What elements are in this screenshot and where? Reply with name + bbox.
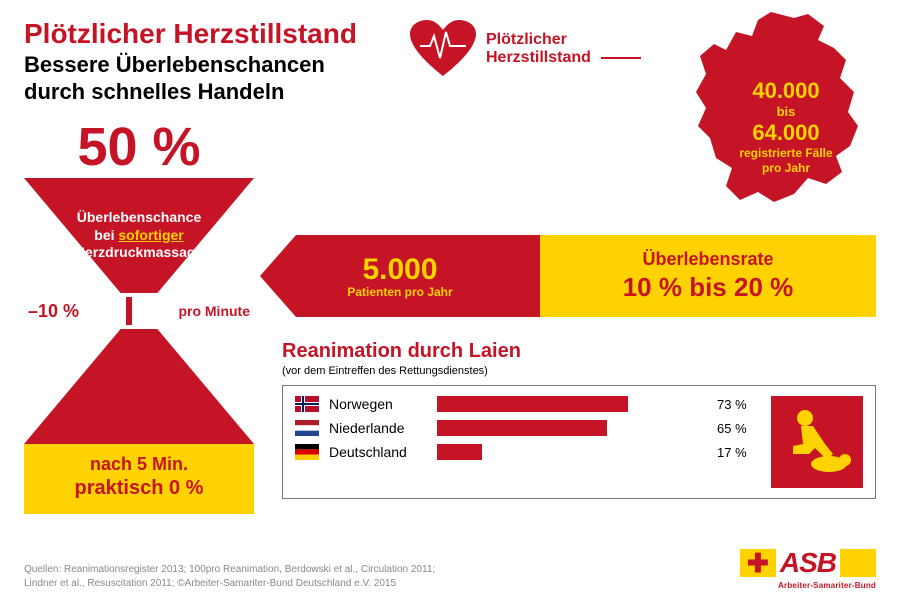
- hg-bot-l1: nach 5 Min.: [24, 454, 254, 476]
- hg-mid-right: pro Minute: [178, 303, 250, 319]
- band-right-value: 10 % bis 20 %: [623, 272, 794, 303]
- hg-top-l2: bei sofortiger: [94, 227, 183, 245]
- bar-pct: 17 %: [717, 445, 755, 460]
- heart-icon: [410, 20, 476, 78]
- map-num2: 64.000: [716, 120, 856, 146]
- country-name: Niederlande: [329, 420, 427, 436]
- map-l2: pro Jahr: [762, 161, 810, 175]
- chart-bars: Norwegen 73 % Niederlande 65 % Deutschland 17…: [295, 396, 755, 488]
- logo-bar: [840, 549, 876, 577]
- country-name: Norwegen: [329, 396, 427, 412]
- hg-top-l1: Überlebenschance: [77, 209, 202, 227]
- flag-icon: [295, 396, 319, 412]
- pct-50: 50 %: [24, 116, 254, 178]
- heart-label-l2: Herzstillstand: [486, 49, 591, 66]
- heart-label-l1: Plötzlicher: [486, 31, 567, 48]
- bar-track: [437, 420, 699, 436]
- sources: Quellen: Reanimationsregister 2013; 100p…: [24, 563, 435, 590]
- map-bis: bis: [716, 104, 856, 120]
- logo-text: ASB: [780, 547, 836, 579]
- hourglass-bottom: [24, 329, 254, 444]
- asb-logo: ✚ ASB Arbeiter-Samariter-Bund: [740, 547, 876, 590]
- bar-track: [437, 396, 699, 412]
- country-name: Deutschland: [329, 444, 427, 460]
- survival-band: 5.000 Patienten pro Jahr Überlebensrate …: [260, 235, 876, 317]
- band-number: 5.000: [362, 253, 437, 287]
- heart-label: Plötzlicher Herzstillstand: [486, 31, 641, 66]
- band-right-title: Überlebensrate: [642, 249, 773, 270]
- title-line1: Plötzlicher Herzstillstand: [24, 18, 357, 50]
- map-num1: 40.000: [716, 78, 856, 104]
- hourglass-mid: –10 % pro Minute: [24, 293, 254, 329]
- bar-fill: [437, 444, 482, 460]
- chart-subtitle: (vor dem Eintreffen des Rettungsdienstes…: [282, 365, 876, 377]
- bar-pct: 65 %: [717, 421, 755, 436]
- hg-bot-l2: praktisch 0 %: [24, 476, 254, 500]
- map-text: 40.000 bis 64.000 registrierte Fälle pro…: [716, 78, 856, 175]
- band-left: 5.000 Patienten pro Jahr: [260, 235, 540, 317]
- hourglass: 50 % Überlebenschance bei sofortiger Her…: [24, 116, 254, 514]
- hourglass-top: Überlebenschance bei sofortiger Herzdruc…: [24, 178, 254, 293]
- chart-row: Deutschland 17 %: [295, 444, 755, 460]
- logo-sub: Arbeiter-Samariter-Bund: [778, 581, 876, 590]
- title-line3: durch schnelles Handeln: [24, 79, 357, 104]
- bar-fill: [437, 396, 628, 412]
- band-sub: Patienten pro Jahr: [347, 285, 452, 299]
- chart-row: Niederlande 65 %: [295, 420, 755, 436]
- bar-pct: 73 %: [717, 397, 755, 412]
- map-l1: registrierte Fälle: [739, 146, 832, 160]
- title-line2: Bessere Überlebenschancen: [24, 52, 357, 77]
- chart-box: Norwegen 73 % Niederlande 65 % Deutschland 17…: [282, 385, 876, 499]
- chart-title: Reanimation durch Laien: [282, 340, 876, 363]
- hg-mid-left: –10 %: [28, 301, 79, 322]
- cpr-icon: [771, 396, 863, 488]
- title-block: Plötzlicher Herzstillstand Bessere Überl…: [24, 18, 357, 105]
- flag-icon: [295, 420, 319, 436]
- bar-fill: [437, 420, 607, 436]
- bar-track: [437, 444, 699, 460]
- heart-block: Plötzlicher Herzstillstand: [410, 20, 641, 78]
- logo-cross-icon: ✚: [740, 549, 776, 577]
- hg-top-l3: Herzdruckmassage: [75, 244, 203, 262]
- layperson-chart: Reanimation durch Laien (vor dem Eintref…: [282, 340, 876, 499]
- hourglass-bottom-label: nach 5 Min. praktisch 0 %: [24, 444, 254, 514]
- chart-row: Norwegen 73 %: [295, 396, 755, 412]
- band-right: Überlebensrate 10 % bis 20 %: [540, 235, 876, 317]
- flag-icon: [295, 444, 319, 460]
- germany-map: 40.000 bis 64.000 registrierte Fälle pro…: [676, 8, 876, 218]
